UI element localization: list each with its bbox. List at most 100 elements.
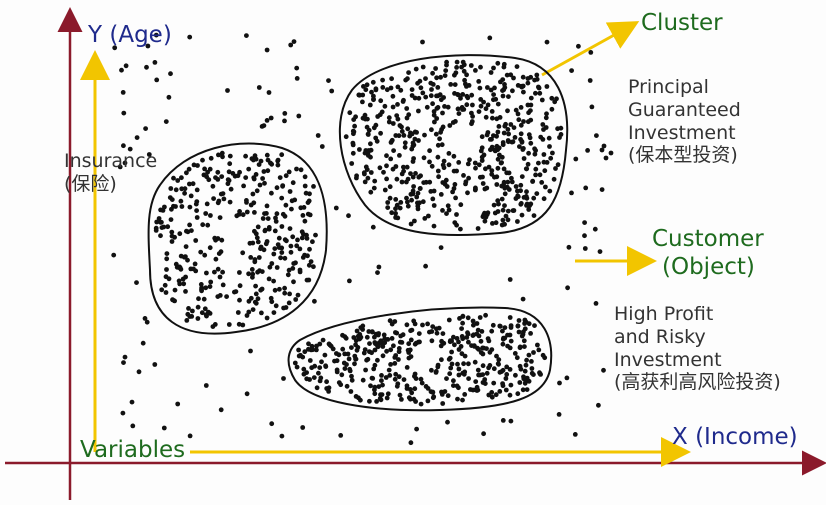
data-point xyxy=(210,324,216,329)
data-point xyxy=(515,188,520,194)
data-point xyxy=(479,134,485,140)
data-point xyxy=(477,315,483,320)
data-point xyxy=(170,297,175,303)
data-point xyxy=(417,200,422,206)
data-point xyxy=(420,90,426,96)
data-point xyxy=(451,168,457,174)
data-point xyxy=(469,121,474,127)
data-point xyxy=(427,148,432,154)
data-point xyxy=(292,360,298,366)
data-point xyxy=(573,156,579,162)
data-point xyxy=(397,392,403,398)
data-point xyxy=(145,43,151,49)
data-point xyxy=(256,85,262,90)
data-point xyxy=(414,130,419,135)
data-point xyxy=(483,312,488,318)
data-point xyxy=(251,176,257,182)
data-point xyxy=(120,90,126,95)
data-point xyxy=(480,372,486,377)
data-point xyxy=(326,78,331,83)
data-point xyxy=(410,191,416,197)
data-point xyxy=(429,127,434,133)
data-point xyxy=(455,106,461,112)
data-point xyxy=(280,183,285,189)
data-point xyxy=(525,76,531,81)
data-point xyxy=(522,321,527,326)
data-point xyxy=(363,87,369,93)
data-point xyxy=(396,374,402,380)
insurance-label: Insurance (保险) xyxy=(64,150,157,196)
data-point xyxy=(454,65,459,70)
data-point xyxy=(548,155,554,161)
data-point xyxy=(478,338,484,344)
data-point xyxy=(603,155,609,161)
principal-line-1: Principal xyxy=(628,76,709,98)
data-point xyxy=(199,310,205,316)
data-point xyxy=(404,322,410,328)
data-point xyxy=(593,301,599,306)
data-point xyxy=(431,112,437,118)
data-point xyxy=(255,269,260,275)
data-point xyxy=(569,68,574,73)
data-point xyxy=(221,196,227,202)
data-point xyxy=(183,244,189,250)
data-point xyxy=(438,192,444,197)
data-point xyxy=(452,72,457,78)
data-point xyxy=(515,219,520,224)
data-point xyxy=(478,103,484,109)
data-point xyxy=(385,391,391,397)
data-point xyxy=(474,384,480,390)
data-point xyxy=(390,93,396,99)
data-point xyxy=(427,179,433,185)
data-point xyxy=(501,130,507,136)
data-point xyxy=(456,111,462,116)
data-point xyxy=(130,423,136,429)
data-point xyxy=(264,203,270,209)
data-point xyxy=(353,114,358,120)
data-point xyxy=(201,172,207,178)
data-point xyxy=(249,267,255,272)
data-point xyxy=(461,361,466,367)
data-point xyxy=(177,231,183,237)
data-point xyxy=(489,168,495,174)
data-point xyxy=(216,152,221,158)
data-point xyxy=(253,156,259,162)
data-point xyxy=(293,297,299,302)
data-point xyxy=(204,270,209,276)
data-point xyxy=(391,148,396,154)
data-point xyxy=(278,255,283,261)
data-point xyxy=(310,347,316,353)
data-point xyxy=(269,299,275,305)
data-point xyxy=(483,114,489,120)
data-point xyxy=(349,345,354,350)
data-point xyxy=(246,271,252,277)
data-point xyxy=(338,433,344,438)
cluster-label: Cluster xyxy=(641,10,723,36)
data-point xyxy=(524,195,530,201)
data-point xyxy=(225,181,231,187)
data-point xyxy=(414,194,420,200)
data-point xyxy=(408,221,414,227)
data-point xyxy=(464,84,469,89)
data-point xyxy=(259,269,265,274)
data-point xyxy=(393,330,398,335)
data-point xyxy=(425,398,431,404)
data-point xyxy=(404,106,410,111)
data-point xyxy=(396,346,402,351)
data-point xyxy=(487,363,493,368)
data-point xyxy=(406,112,412,118)
data-point xyxy=(536,85,542,91)
data-point xyxy=(425,321,430,327)
data-point xyxy=(556,412,562,417)
customer-points xyxy=(111,32,614,446)
data-point xyxy=(466,361,471,367)
data-point xyxy=(152,60,158,65)
data-point xyxy=(298,205,304,211)
data-point xyxy=(357,147,362,152)
data-point xyxy=(513,196,519,201)
data-point xyxy=(441,158,447,164)
data-point xyxy=(588,50,594,55)
data-point xyxy=(249,156,255,162)
data-point xyxy=(294,76,300,81)
data-point xyxy=(372,347,378,353)
